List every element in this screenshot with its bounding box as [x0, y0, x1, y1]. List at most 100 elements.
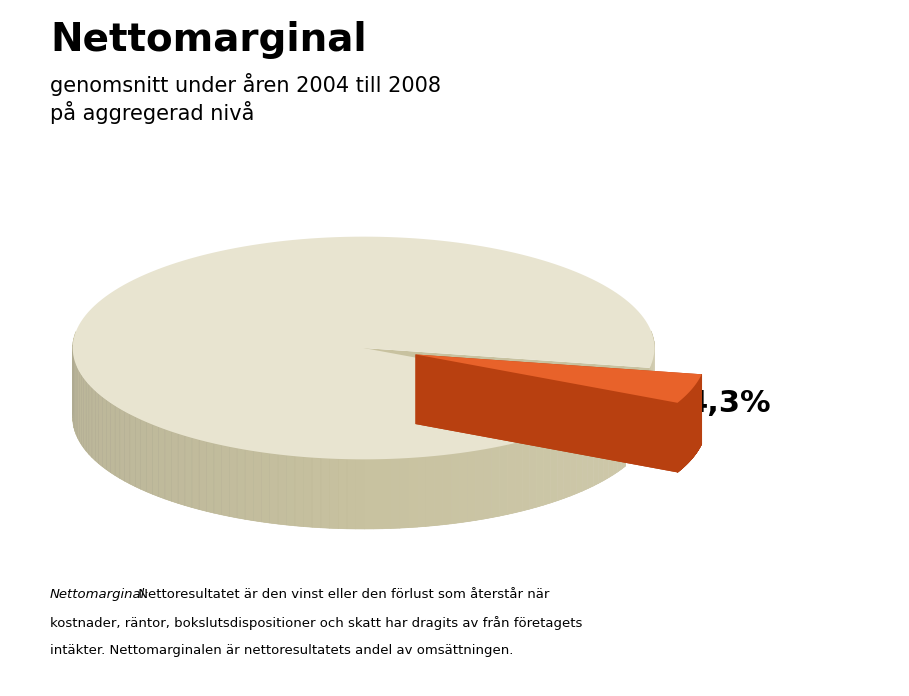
Polygon shape: [651, 331, 653, 404]
Polygon shape: [222, 445, 229, 516]
Polygon shape: [557, 429, 564, 500]
Polygon shape: [82, 375, 84, 448]
Polygon shape: [262, 452, 270, 523]
Polygon shape: [613, 402, 617, 475]
Polygon shape: [77, 368, 79, 441]
Polygon shape: [74, 358, 75, 432]
Polygon shape: [214, 443, 222, 515]
Polygon shape: [229, 447, 237, 518]
Text: Nettomarginal: Nettomarginal: [50, 21, 366, 59]
Polygon shape: [564, 427, 570, 498]
Polygon shape: [459, 452, 468, 523]
Polygon shape: [544, 434, 551, 505]
Polygon shape: [530, 438, 537, 509]
Text: Omsättning: Omsättning: [182, 310, 365, 338]
Polygon shape: [604, 408, 608, 480]
Polygon shape: [537, 436, 544, 507]
Text: intäkter. Nettomarginalen är nettoresultatets andel av omsättningen.: intäkter. Nettomarginalen är nettoresult…: [50, 644, 514, 657]
Polygon shape: [382, 459, 391, 529]
Polygon shape: [576, 422, 582, 493]
Polygon shape: [564, 427, 570, 498]
Polygon shape: [515, 441, 523, 513]
Text: kostnader, räntor, bokslutsdispositioner och skatt har dragits av från företaget: kostnader, räntor, bokslutsdispositioner…: [50, 616, 583, 630]
Polygon shape: [295, 456, 304, 527]
Polygon shape: [364, 348, 650, 437]
Polygon shape: [106, 400, 111, 473]
Polygon shape: [330, 459, 338, 528]
Polygon shape: [92, 388, 95, 461]
Polygon shape: [99, 394, 103, 467]
Text: 4,3%: 4,3%: [686, 389, 771, 418]
Polygon shape: [245, 450, 254, 521]
Polygon shape: [206, 442, 214, 513]
Polygon shape: [500, 445, 507, 516]
Polygon shape: [617, 400, 622, 472]
Polygon shape: [192, 438, 199, 509]
Polygon shape: [141, 420, 146, 491]
Polygon shape: [103, 397, 106, 470]
Polygon shape: [237, 448, 245, 519]
Polygon shape: [95, 391, 99, 464]
Polygon shape: [312, 457, 321, 528]
Polygon shape: [650, 365, 651, 437]
Polygon shape: [295, 456, 304, 527]
Polygon shape: [86, 381, 89, 454]
Polygon shape: [451, 453, 459, 524]
Polygon shape: [415, 354, 702, 444]
Polygon shape: [570, 424, 576, 496]
Polygon shape: [651, 361, 653, 434]
Polygon shape: [415, 354, 702, 403]
Polygon shape: [278, 454, 286, 525]
Polygon shape: [76, 365, 77, 438]
Polygon shape: [443, 454, 451, 525]
Polygon shape: [153, 425, 158, 497]
Polygon shape: [158, 427, 165, 499]
Polygon shape: [576, 422, 582, 493]
Polygon shape: [74, 358, 75, 432]
Polygon shape: [507, 443, 515, 514]
Polygon shape: [120, 409, 125, 481]
Polygon shape: [598, 411, 604, 483]
Polygon shape: [158, 427, 165, 499]
Polygon shape: [262, 452, 270, 523]
Polygon shape: [115, 406, 120, 478]
Polygon shape: [73, 237, 654, 459]
Polygon shape: [237, 448, 245, 519]
Polygon shape: [120, 409, 125, 481]
Polygon shape: [254, 451, 262, 522]
Polygon shape: [286, 455, 295, 525]
Polygon shape: [374, 459, 382, 529]
Polygon shape: [222, 445, 229, 516]
Polygon shape: [125, 411, 130, 484]
Polygon shape: [523, 439, 530, 511]
Polygon shape: [417, 457, 425, 527]
Polygon shape: [582, 419, 588, 491]
Polygon shape: [304, 457, 312, 527]
Polygon shape: [594, 413, 598, 486]
Polygon shape: [214, 443, 222, 515]
Polygon shape: [199, 440, 206, 512]
Polygon shape: [468, 451, 476, 521]
Polygon shape: [544, 434, 551, 505]
Polygon shape: [650, 365, 651, 437]
Polygon shape: [425, 456, 435, 526]
Polygon shape: [79, 372, 82, 445]
Polygon shape: [415, 354, 677, 473]
Polygon shape: [185, 436, 192, 507]
Polygon shape: [172, 432, 178, 503]
Polygon shape: [135, 417, 141, 489]
Polygon shape: [229, 447, 237, 518]
Polygon shape: [484, 448, 492, 519]
Polygon shape: [77, 368, 79, 441]
Polygon shape: [651, 361, 653, 434]
Polygon shape: [443, 454, 451, 525]
Polygon shape: [206, 442, 214, 513]
Polygon shape: [347, 459, 355, 529]
Polygon shape: [153, 425, 158, 497]
Polygon shape: [278, 454, 286, 525]
Polygon shape: [608, 405, 613, 477]
Polygon shape: [245, 450, 254, 521]
Polygon shape: [492, 446, 500, 518]
Polygon shape: [598, 411, 604, 483]
Polygon shape: [476, 450, 484, 521]
